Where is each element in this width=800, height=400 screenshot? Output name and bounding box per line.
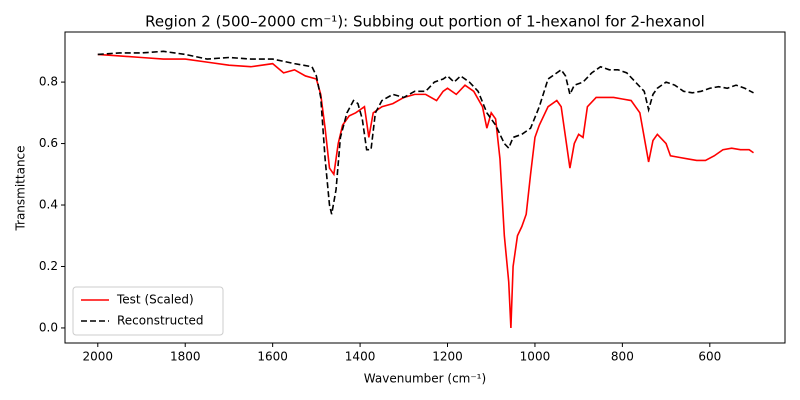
chart-title: Region 2 (500–2000 cm⁻¹): Subbing out po… bbox=[145, 13, 705, 31]
x-tick-label: 1600 bbox=[257, 350, 288, 364]
x-tick-label: 1400 bbox=[345, 350, 376, 364]
data-line bbox=[97, 50, 754, 215]
y-tick-label: 0.4 bbox=[39, 198, 58, 212]
x-tick-label: 1000 bbox=[520, 350, 551, 364]
x-tick-label: 800 bbox=[611, 350, 634, 364]
x-tick-label: 2000 bbox=[83, 350, 114, 364]
legend-label: Test (Scaled) bbox=[116, 293, 194, 307]
data-line bbox=[97, 53, 754, 328]
x-axis-label: Wavenumber (cm⁻¹) bbox=[364, 372, 486, 386]
x-tick-label: 1200 bbox=[432, 350, 463, 364]
plot-frame bbox=[64, 31, 786, 344]
x-tick-label: 1800 bbox=[170, 350, 201, 364]
y-tick-label: 0.6 bbox=[39, 136, 58, 150]
y-tick-label: 0.2 bbox=[39, 259, 58, 273]
y-tick-label: 0.8 bbox=[39, 75, 58, 89]
y-tick-label: 0.0 bbox=[39, 320, 58, 334]
legend-box bbox=[72, 286, 224, 336]
y-axis-label: Transmittance bbox=[14, 145, 28, 231]
x-tick-label: 600 bbox=[698, 350, 721, 364]
legend-label: Reconstructed bbox=[117, 314, 204, 328]
